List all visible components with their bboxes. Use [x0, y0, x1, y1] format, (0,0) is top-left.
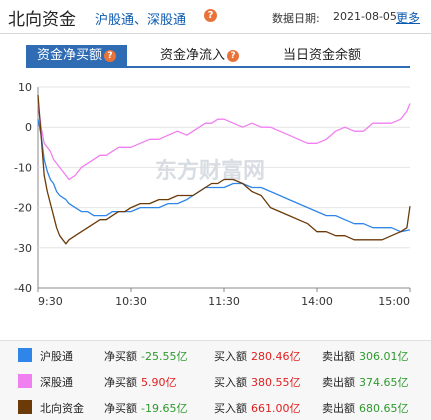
series-line-北向资金 — [37, 94, 411, 245]
subtitle-link[interactable]: 沪股通、深股通 — [95, 13, 187, 28]
buy-value: 280.46亿 — [251, 350, 301, 363]
series-line-深股通 — [37, 103, 411, 181]
y-tick-label: 0 — [25, 121, 32, 134]
legend-series-name: 北向资金 — [40, 402, 84, 415]
tab-underline — [26, 66, 410, 68]
legend-panel — [0, 340, 431, 420]
legend-row: 北向资金 净买额 -19.65亿 买入额 661.00亿 卖出额 680.65亿 — [0, 396, 431, 419]
sell-label: 卖出额 — [322, 350, 355, 363]
watermark: 东方财富网 — [155, 158, 265, 184]
x-tick-label: 9:30 — [38, 295, 63, 308]
buy-label: 买入额 — [214, 402, 247, 415]
legend-series-name: 沪股通 — [40, 350, 73, 363]
sell-value: 306.01亿 — [359, 350, 409, 363]
chart-series — [37, 94, 411, 245]
help-icon[interactable]: ? — [204, 9, 217, 22]
buy-value: 661.00亿 — [251, 402, 301, 415]
date-value: 2021-08-05 — [333, 10, 397, 23]
legend-swatch — [18, 374, 32, 388]
legend-swatch — [18, 400, 32, 414]
legend-series-name: 深股通 — [40, 376, 73, 389]
y-tick-label: -40 — [14, 282, 32, 295]
tab-net-buy[interactable]: 资金净买额? — [26, 45, 127, 66]
chart-grid — [37, 86, 410, 289]
legend-swatch — [18, 348, 32, 362]
y-axis: 10 0 -10 -20 -30 -40 — [14, 81, 32, 295]
y-tick-label: 10 — [18, 81, 32, 94]
sell-label: 卖出额 — [322, 402, 355, 415]
tab-net-inflow[interactable]: 资金净流入? — [160, 45, 240, 66]
net-buy-value: -25.55亿 — [141, 350, 188, 363]
net-buy-label: 净买额 — [104, 376, 137, 389]
buy-label: 买入额 — [214, 350, 247, 363]
series-line-沪股通 — [37, 119, 411, 233]
y-tick-label: -10 — [14, 161, 32, 174]
y-tick-label: -30 — [14, 242, 32, 255]
net-buy-label: 净买额 — [104, 402, 137, 415]
tab-balance[interactable]: 当日资金余额 — [283, 45, 361, 66]
y-tick-label: -20 — [14, 202, 32, 215]
help-icon[interactable]: ? — [227, 49, 240, 62]
net-buy-value: -19.65亿 — [141, 402, 188, 415]
help-icon[interactable]: ? — [104, 49, 116, 62]
sell-value: 680.65亿 — [359, 402, 409, 415]
tab-net-buy-label: 资金净买额 — [36, 48, 102, 63]
x-tick-label: 14:00 — [301, 295, 333, 308]
x-tick-label: 15:00 — [378, 295, 410, 308]
line-chart: 东方财富网 10 0 -10 -20 -30 -40 9:30 10:30 11:30 14:0… — [14, 81, 411, 308]
legend-row: 沪股通 净买额 -25.55亿 买入额 280.46亿 卖出额 306.01亿 — [0, 344, 431, 367]
date-label: 数据日期: — [272, 12, 320, 25]
net-buy-value: 5.90亿 — [141, 376, 177, 389]
x-tick-label: 11:30 — [208, 295, 240, 308]
sell-value: 374.65亿 — [359, 376, 409, 389]
net-buy-label: 净买额 — [104, 350, 137, 363]
buy-value: 380.55亿 — [251, 376, 301, 389]
buy-label: 买入额 — [214, 376, 247, 389]
header-divider — [0, 33, 431, 34]
more-link[interactable]: 更多 — [396, 11, 421, 25]
x-tick-label: 10:30 — [115, 295, 147, 308]
x-axis: 9:30 10:30 11:30 14:00 15:00 — [37, 288, 411, 308]
sell-label: 卖出额 — [322, 376, 355, 389]
legend-row: 深股通 净买额 5.90亿 买入额 380.55亿 卖出额 374.65亿 — [0, 370, 431, 393]
tab-net-inflow-label: 资金净流入 — [160, 48, 226, 63]
header: 北向资金 沪股通、深股通 ? 数据日期: 2021-08-05 更多 — [0, 0, 431, 32]
tab-balance-label: 当日资金余额 — [283, 48, 362, 63]
page-title: 北向资金 — [8, 10, 76, 30]
